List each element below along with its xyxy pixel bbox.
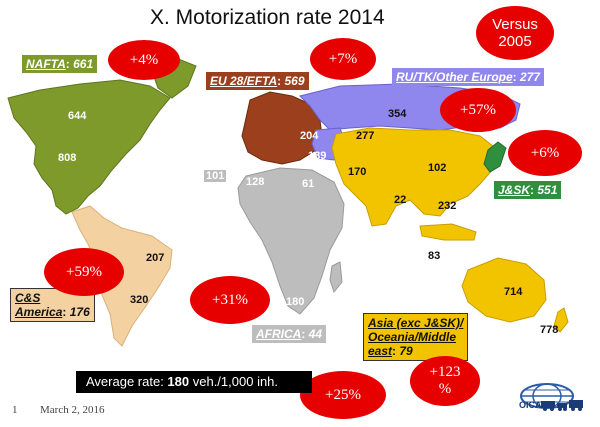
average-rate-bar: Average rate: 180 veh./1,000 inh. (76, 371, 312, 393)
num-africa-c: 128 (246, 176, 265, 188)
vehicles-icon (541, 400, 583, 411)
jsk-label: J&SK: 551 (494, 181, 562, 199)
num-africa-s: 180 (286, 296, 305, 308)
ru-change-badge: +57% (440, 88, 516, 132)
num-usa: 808 (58, 152, 77, 164)
eu-change-badge: +7% (310, 38, 376, 80)
jsk-value: 551 (537, 183, 558, 197)
jsk-change-badge: +6% (508, 130, 582, 176)
map-japan-korea (483, 141, 507, 173)
num-africa-e: 61 (302, 178, 315, 190)
eu-name: EU 28/EFTA (210, 74, 278, 88)
africa-change-badge: +31% (190, 276, 270, 324)
eu-label: EU 28/EFTA: 569 (206, 72, 309, 90)
num-mideast: 170 (348, 166, 367, 178)
num-russia: 354 (388, 108, 407, 120)
asia-change-badge: +123% (410, 356, 480, 406)
cs-label: C&S America: 176 (10, 288, 95, 322)
num-india: 22 (394, 194, 407, 206)
map-africa (237, 167, 345, 315)
africa-label: AFRICA: 44 (252, 325, 327, 343)
asia-line2: Oceania/Middle (368, 330, 457, 344)
num-australia: 714 (504, 286, 523, 298)
num-brazil-n: 207 (146, 252, 165, 264)
num-europe-s: 189 (308, 150, 327, 162)
africa-name: AFRICA (256, 327, 302, 341)
num-brazil-s: 320 (130, 294, 149, 306)
num-europe-e: 204 (300, 130, 319, 142)
num-indonesia: 83 (428, 250, 441, 262)
page-title: X. Motorization rate 2014 (150, 6, 385, 29)
average-suffix: veh./1,000 inh. (189, 374, 279, 389)
num-nz: 778 (540, 324, 559, 336)
num-africa-n: 101 (204, 170, 227, 182)
jsk-name: J&SK (498, 183, 531, 197)
page-number: 1 (12, 404, 18, 416)
map-madagascar (329, 261, 343, 294)
oica-logo-text: OICA (519, 400, 542, 410)
map-new-zealand (553, 307, 569, 333)
nafta-change-badge: +4% (108, 40, 180, 80)
versus-badge: Versus 2005 (476, 6, 554, 60)
num-china: 102 (428, 162, 447, 174)
cs-change-badge: +59% (44, 248, 124, 296)
num-se-asia: 232 (438, 200, 457, 212)
asia-line3: east: 79 (368, 344, 413, 358)
ru-name: RU/TK/Other Europe (396, 70, 513, 84)
nafta-value: 661 (73, 57, 94, 71)
average-prefix: Average rate: (86, 374, 168, 389)
nafta-label: NAFTA: 661 (22, 55, 98, 73)
asia-line1: Asia (exc J&SK)/ (368, 316, 464, 330)
eu-value: 569 (284, 74, 305, 88)
map-asia (331, 127, 499, 227)
cs-line2: America: 176 (15, 305, 90, 319)
nafta-name: NAFTA (26, 57, 66, 71)
ru-value: 277 (520, 70, 541, 84)
map-north-america (7, 79, 171, 215)
asia-label: Asia (exc J&SK)/ Oceania/Middle east: 79 (363, 313, 469, 361)
footer-date: March 2, 2016 (40, 404, 105, 416)
num-turkey: 277 (356, 130, 375, 142)
cs-line1: C&S (15, 291, 41, 305)
map-australia (461, 257, 547, 323)
ru-label: RU/TK/Other Europe: 277 (392, 68, 545, 86)
num-mexico: 289 (24, 178, 43, 190)
versus-text: Versus 2005 (492, 16, 538, 50)
average-value: 180 (167, 374, 190, 389)
num-canada: 644 (68, 110, 87, 122)
average-change-badge: +25% (300, 371, 386, 419)
map-indonesia (419, 223, 477, 241)
africa-value: 44 (308, 327, 323, 341)
map-europe (241, 91, 323, 165)
